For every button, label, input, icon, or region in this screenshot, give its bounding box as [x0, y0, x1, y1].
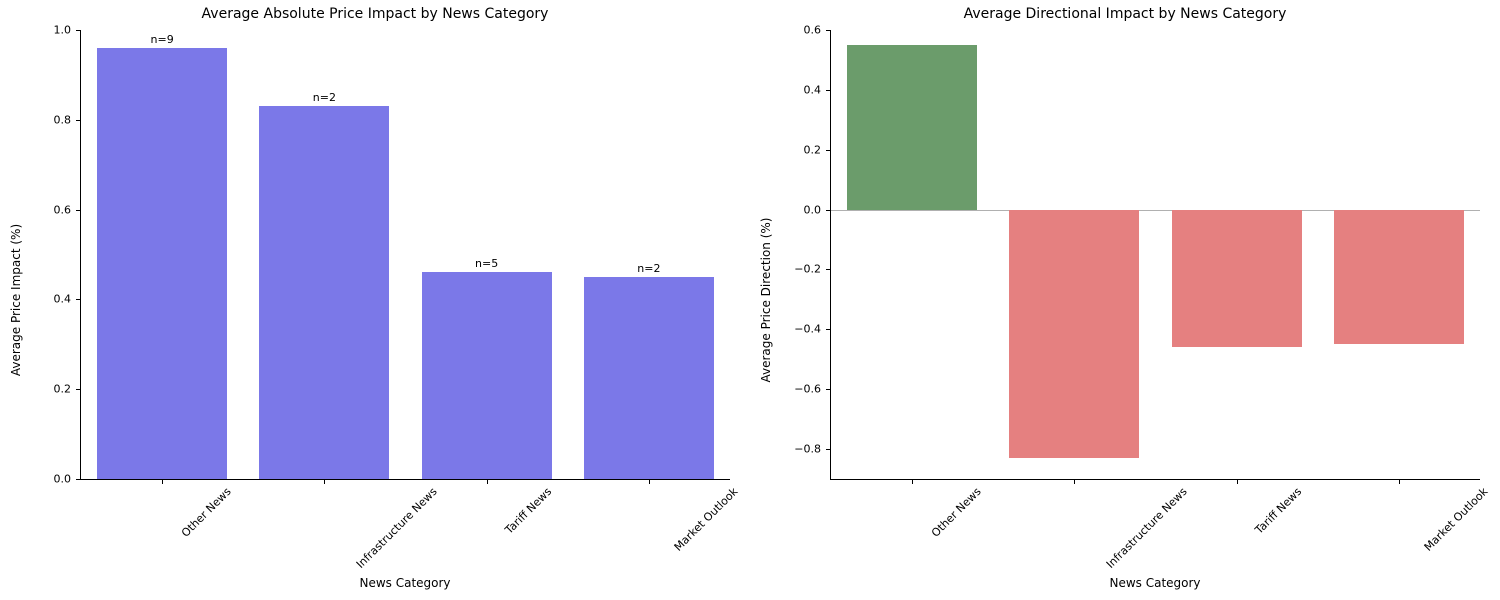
xtick-mark: [649, 479, 650, 484]
right-chart-ylabel: Average Price Direction (%): [759, 218, 773, 383]
ytick-label: −0.8: [794, 443, 821, 456]
figure: Average Absolute Price Impact by News Ca…: [0, 0, 1500, 600]
left-plot-area: 0.00.20.40.60.81.0n=9Other Newsn=2Infras…: [80, 30, 730, 480]
ytick-mark: [76, 389, 81, 390]
ytick-mark: [76, 299, 81, 300]
bar-annotation: n=2: [637, 262, 660, 275]
bar: [847, 45, 977, 210]
ytick-mark: [76, 210, 81, 211]
xtick-label: Tariff News: [502, 485, 554, 537]
xtick-mark: [162, 479, 163, 484]
ytick-label: 0.4: [54, 293, 72, 306]
left-chart-ylabel: Average Price Impact (%): [9, 224, 23, 376]
ytick-mark: [826, 269, 831, 270]
ytick-label: 0.8: [54, 113, 72, 126]
bar: [1009, 210, 1139, 458]
left-chart-title: Average Absolute Price Impact by News Ca…: [0, 6, 750, 22]
xtick-mark: [912, 479, 913, 484]
ytick-mark: [826, 210, 831, 211]
left-chart-xlabel: News Category: [80, 576, 730, 590]
ytick-mark: [76, 120, 81, 121]
ytick-mark: [826, 449, 831, 450]
xtick-label: Other News: [179, 485, 234, 540]
xtick-mark: [1237, 479, 1238, 484]
right-chart-xlabel: News Category: [830, 576, 1480, 590]
bar: [1172, 210, 1302, 348]
xtick-label: Tariff News: [1252, 485, 1304, 537]
bar: [422, 272, 552, 479]
bar: [584, 277, 714, 479]
ytick-label: 1.0: [54, 24, 72, 37]
xtick-label: Market Outlook: [672, 485, 741, 554]
ytick-label: 0.6: [54, 203, 72, 216]
ytick-label: 0.2: [54, 383, 72, 396]
left-subplot: Average Absolute Price Impact by News Ca…: [0, 0, 750, 600]
bar: [97, 48, 227, 479]
right-subplot: Average Directional Impact by News Categ…: [750, 0, 1500, 600]
xtick-label: Infrastructure News: [354, 485, 440, 571]
ytick-label: −0.6: [794, 383, 821, 396]
bar-annotation: n=5: [475, 257, 498, 270]
xtick-label: Market Outlook: [1422, 485, 1491, 554]
ytick-label: 0.0: [804, 203, 822, 216]
xtick-mark: [1074, 479, 1075, 484]
ytick-mark: [76, 479, 81, 480]
bar: [259, 106, 389, 479]
ytick-mark: [76, 30, 81, 31]
xtick-mark: [487, 479, 488, 484]
xtick-label: Other News: [929, 485, 984, 540]
ytick-label: −0.4: [794, 323, 821, 336]
ytick-mark: [826, 90, 831, 91]
right-chart-title: Average Directional Impact by News Categ…: [750, 6, 1500, 22]
bar: [1334, 210, 1464, 345]
ytick-label: 0.2: [804, 143, 822, 156]
ytick-mark: [826, 150, 831, 151]
ytick-label: 0.4: [804, 83, 822, 96]
ytick-label: 0.0: [54, 473, 72, 486]
xtick-mark: [1399, 479, 1400, 484]
xtick-mark: [324, 479, 325, 484]
bar-annotation: n=2: [313, 91, 336, 104]
xtick-label: Infrastructure News: [1104, 485, 1190, 571]
ytick-mark: [826, 30, 831, 31]
ytick-mark: [826, 329, 831, 330]
bar-annotation: n=9: [151, 33, 174, 46]
ytick-label: −0.2: [794, 263, 821, 276]
right-plot-area: −0.8−0.6−0.4−0.20.00.20.40.6Other NewsIn…: [830, 30, 1480, 480]
ytick-mark: [826, 389, 831, 390]
ytick-label: 0.6: [804, 24, 822, 37]
